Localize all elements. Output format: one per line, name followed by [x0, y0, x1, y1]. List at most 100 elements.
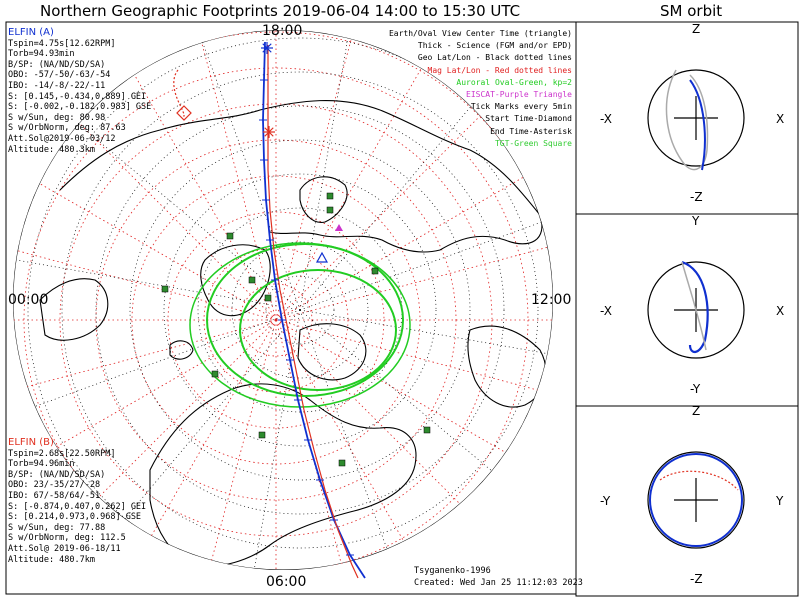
orbit-axis-label-bottom: -Y [690, 382, 701, 396]
geo-lat-circle [95, 105, 505, 515]
coastline [297, 323, 367, 381]
mag-lon-line [63, 107, 277, 321]
geo-lat-circle [265, 275, 335, 345]
tgt-square [258, 431, 266, 439]
orbit-title: SM orbit [660, 2, 723, 20]
elfin-a-line: S: [-0.002,-0.182,0.983] GSE [8, 102, 152, 113]
legend-entry: End Time-Asterisk [490, 126, 572, 136]
tgt-square [371, 267, 379, 275]
earth-circle [647, 69, 745, 167]
mag-lon-line [13, 319, 277, 399]
elfin-b-line: Altitude: 480.7km [8, 554, 95, 565]
tgt-square [211, 370, 219, 378]
mag-lon-line [275, 30, 355, 321]
mag-lon-line [13, 241, 277, 321]
elfin-b-line: S w/Sun, deg: 77.88 [8, 522, 106, 533]
orbit-axis-label-top: Y [692, 214, 700, 228]
coastline [59, 100, 543, 253]
elfin-b-info: ELFIN (B) Tspin=2.68s[22.50RPM] Torb=94.9… [8, 437, 146, 565]
tgt-square [264, 294, 272, 302]
elfin-a-line: OBO: -57/-50/-63/-54 [8, 70, 111, 81]
mag-lon-line [275, 107, 489, 321]
coastline [39, 278, 109, 341]
orbit-axis-label-right: Y [776, 494, 784, 508]
tgt-square [326, 206, 334, 214]
orbit-axis-label-right: X [776, 304, 785, 318]
created-label: Created: Wed Jan 25 11:12:03 2023 [414, 578, 583, 588]
elfin-a-line: Att.Sol@2019-06-03/12 [8, 133, 116, 144]
orbit-axis-label-top: Z [692, 22, 701, 36]
mag-lon-line [275, 59, 427, 321]
legend: Earth/Oval View Center Time (triangle) Th… [389, 28, 572, 150]
mag-lon-line [275, 169, 537, 321]
tgt-square [226, 232, 234, 240]
elfin-a-line: Altitude: 480.3km [8, 144, 95, 155]
legend-entry: Earth/Oval View Center Time (triangle) [388, 29, 572, 38]
oval-outer [206, 243, 404, 397]
elfin-a-end-asterisk [262, 43, 272, 53]
orbit-axis-label-top: Z [692, 404, 701, 418]
elfin-a-line: S w/Sun, deg: 80.98 [8, 112, 106, 123]
mag-grid [13, 30, 553, 570]
mag-lon-line [275, 241, 553, 321]
orbit-axis-label-left: -Y [600, 494, 611, 508]
elfin-b-end-asterisk [264, 127, 274, 137]
elfin-b-line: S w/OrbNorm, deg: 112.5 [8, 533, 126, 544]
elfin-b-line: OBO: 23/-35/27/-28 [8, 480, 101, 491]
orbit-panels [575, 21, 799, 597]
legend-entry: TGT-Green Square [494, 138, 572, 148]
tgt-square [423, 426, 431, 434]
elfin-b-line: Tspin=2.68s[22.50RPM] [8, 448, 116, 459]
orbit-axis-label-left: -X [600, 112, 612, 126]
elfin-b-line: B/SP: (NA/ND/SD/SA) [8, 469, 106, 480]
mag-lon-line [275, 319, 537, 471]
elfin-b-line: S: [0.214,0.973,0.968] GSE [8, 512, 142, 523]
elfin-a-lines: Tspin=4.75s[12.62RPM] Torb=94.93min B/SP: … [8, 39, 151, 156]
mlt-label-left: 00:00 [8, 292, 49, 308]
mlt-label-top: 18:00 [262, 23, 303, 39]
elfin-a-title: ELFIN (A) [8, 27, 54, 38]
geo-lat-circle [231, 241, 369, 379]
elfin-b-title: ELFIN (B) [8, 437, 54, 448]
coastlines [39, 100, 547, 567]
coastline [299, 176, 348, 223]
orbit-panel-yz [575, 405, 799, 597]
geo-lat-circle [129, 139, 471, 481]
elfin-a-line: B/SP: (NA/ND/SD/SA) [8, 59, 106, 70]
tgt-square [161, 285, 169, 293]
mag-lon-line [275, 319, 489, 533]
legend-entry: Geo Lat/Lon - Black dotted lines [417, 53, 572, 63]
geo-lat-circle [163, 173, 437, 447]
mlt-label-bottom: 06:00 [266, 574, 307, 590]
legend-entry: EISCAT-Purple Triangle [466, 90, 572, 100]
mag-lon-line [15, 169, 277, 321]
mag-lon-line [197, 30, 277, 321]
elfin-b-start-diamond [176, 105, 192, 121]
coastline [169, 340, 194, 360]
legend-entry: Start Time-Diamond [485, 114, 572, 124]
orbit-drawings [647, 69, 745, 549]
elfin-a-line: Torb=94.93min [8, 49, 75, 60]
earth-circle [647, 451, 745, 549]
orbit-a-xz [665, 69, 709, 171]
mag-lon-line [15, 319, 277, 471]
legend-entry: Mag Lat/Lon - Red dotted lines [427, 65, 573, 75]
orbit-axis-label-left: -X [600, 304, 612, 318]
orbit-axis-label-bottom: -Z [690, 572, 703, 586]
orbit-axis-label-right: X [776, 112, 785, 126]
orbit-a-yz [649, 453, 743, 547]
orbit-b-yz [659, 470, 739, 491]
orbit-a-xy [681, 260, 709, 353]
elfin-a-line: S w/OrbNorm, deg: 87.63 [8, 123, 126, 134]
orbit-b-xy [681, 261, 707, 351]
elfin-a-line: IBO: -14/-8/-22/-11 [8, 80, 106, 91]
orbit-axis-label-bottom: -Z [690, 190, 703, 204]
elfin-a-line: Tspin=4.75s[12.62RPM] [8, 38, 116, 49]
earth-circle [647, 261, 745, 359]
mag-lon-line [63, 319, 277, 533]
elfin-b-line: Torb=94.96min [8, 459, 75, 470]
mag-lon-line [275, 319, 355, 570]
elfin-b-line: IBO: 67/-58/64/-51 [8, 490, 101, 501]
mag-lon-line [275, 319, 553, 399]
